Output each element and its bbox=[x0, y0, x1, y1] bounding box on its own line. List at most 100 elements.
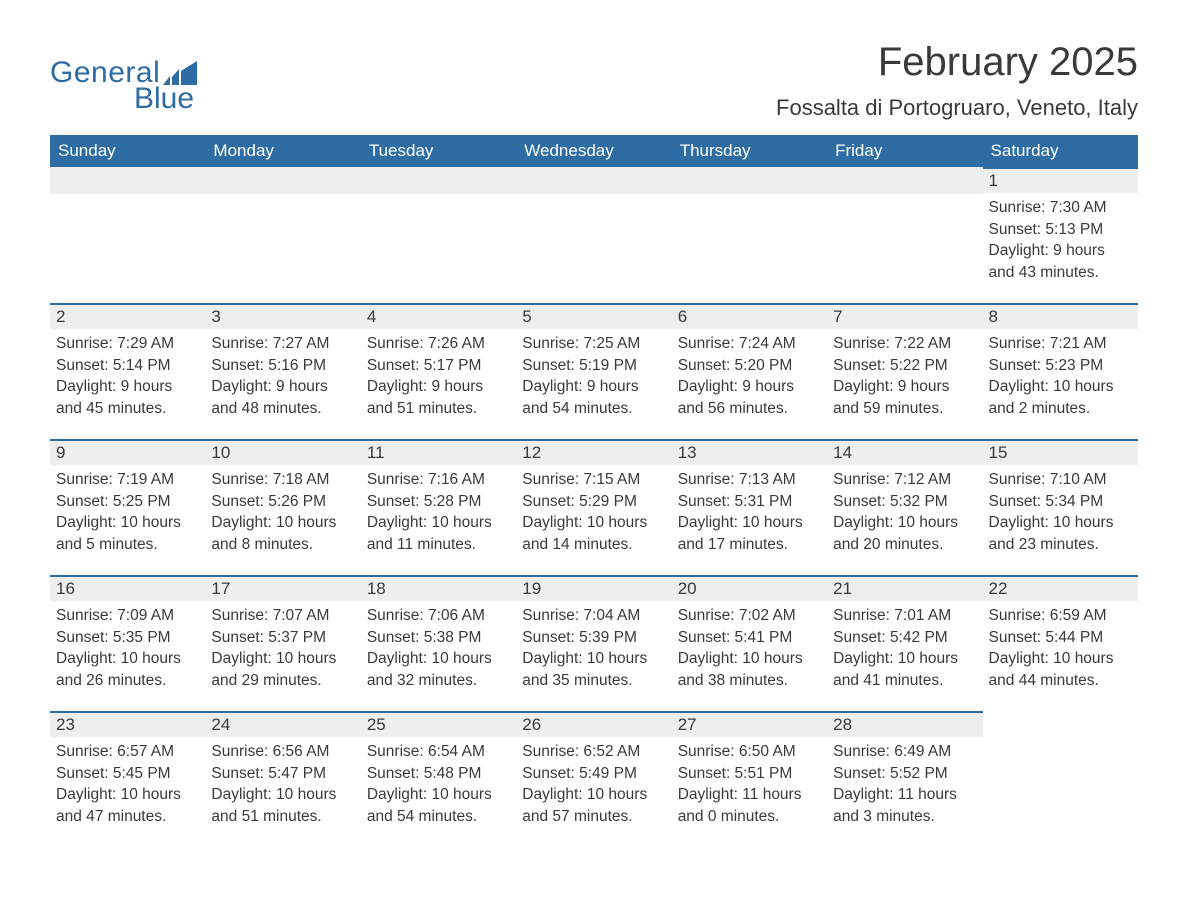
day-number-bar bbox=[672, 167, 827, 194]
sunrise-line: Sunrise: 7:30 AM bbox=[989, 197, 1132, 219]
day-cell: 14Sunrise: 7:12 AMSunset: 5:32 PMDayligh… bbox=[827, 439, 982, 569]
sunset-line: Sunset: 5:47 PM bbox=[211, 763, 354, 785]
day-number-bar bbox=[50, 167, 205, 194]
day-body: Sunrise: 7:30 AMSunset: 5:13 PMDaylight:… bbox=[983, 193, 1138, 284]
sunset-line: Sunset: 5:41 PM bbox=[678, 627, 821, 649]
sunrise-line: Sunrise: 7:02 AM bbox=[678, 605, 821, 627]
dow-cell: Thursday bbox=[672, 135, 827, 167]
daylight-line-2: and 23 minutes. bbox=[989, 534, 1132, 556]
daylight-line-2: and 41 minutes. bbox=[833, 670, 976, 692]
day-cell bbox=[361, 167, 516, 297]
sunrise-line: Sunrise: 6:59 AM bbox=[989, 605, 1132, 627]
day-cell: 28Sunrise: 6:49 AMSunset: 5:52 PMDayligh… bbox=[827, 711, 982, 841]
daylight-line-1: Daylight: 10 hours bbox=[833, 648, 976, 670]
daylight-line-1: Daylight: 10 hours bbox=[678, 648, 821, 670]
sunrise-line: Sunrise: 7:10 AM bbox=[989, 469, 1132, 491]
day-body: Sunrise: 7:22 AMSunset: 5:22 PMDaylight:… bbox=[827, 329, 982, 420]
daylight-line-1: Daylight: 10 hours bbox=[989, 512, 1132, 534]
day-number-bar: 7 bbox=[827, 303, 982, 329]
sunset-line: Sunset: 5:26 PM bbox=[211, 491, 354, 513]
daylight-line-2: and 56 minutes. bbox=[678, 398, 821, 420]
daylight-line-2: and 35 minutes. bbox=[522, 670, 665, 692]
location-subtitle: Fossalta di Portogruaro, Veneto, Italy bbox=[776, 95, 1138, 121]
day-number-bar: 6 bbox=[672, 303, 827, 329]
daylight-line-1: Daylight: 9 hours bbox=[522, 376, 665, 398]
calendar-table: SundayMondayTuesdayWednesdayThursdayFrid… bbox=[50, 135, 1138, 841]
day-body: Sunrise: 6:49 AMSunset: 5:52 PMDaylight:… bbox=[827, 737, 982, 828]
day-number-bar: 23 bbox=[50, 711, 205, 737]
daylight-line-1: Daylight: 10 hours bbox=[56, 648, 199, 670]
day-cell: 20Sunrise: 7:02 AMSunset: 5:41 PMDayligh… bbox=[672, 575, 827, 705]
day-cell: 3Sunrise: 7:27 AMSunset: 5:16 PMDaylight… bbox=[205, 303, 360, 433]
sunset-line: Sunset: 5:14 PM bbox=[56, 355, 199, 377]
daylight-line-2: and 43 minutes. bbox=[989, 262, 1132, 284]
sunset-line: Sunset: 5:23 PM bbox=[989, 355, 1132, 377]
day-number-bar bbox=[516, 167, 671, 194]
daylight-line-2: and 44 minutes. bbox=[989, 670, 1132, 692]
day-number-bar: 18 bbox=[361, 575, 516, 601]
day-cell: 16Sunrise: 7:09 AMSunset: 5:35 PMDayligh… bbox=[50, 575, 205, 705]
day-number-bar: 2 bbox=[50, 303, 205, 329]
sunset-line: Sunset: 5:13 PM bbox=[989, 219, 1132, 241]
day-number-bar bbox=[205, 167, 360, 194]
day-cell: 15Sunrise: 7:10 AMSunset: 5:34 PMDayligh… bbox=[983, 439, 1138, 569]
day-number-bar: 8 bbox=[983, 303, 1138, 329]
day-body: Sunrise: 7:07 AMSunset: 5:37 PMDaylight:… bbox=[205, 601, 360, 692]
daylight-line-1: Daylight: 10 hours bbox=[678, 512, 821, 534]
day-body: Sunrise: 6:52 AMSunset: 5:49 PMDaylight:… bbox=[516, 737, 671, 828]
day-body: Sunrise: 7:27 AMSunset: 5:16 PMDaylight:… bbox=[205, 329, 360, 420]
sunrise-line: Sunrise: 7:13 AM bbox=[678, 469, 821, 491]
sunrise-line: Sunrise: 7:27 AM bbox=[211, 333, 354, 355]
week-row: 23Sunrise: 6:57 AMSunset: 5:45 PMDayligh… bbox=[50, 711, 1138, 841]
daylight-line-1: Daylight: 9 hours bbox=[989, 240, 1132, 262]
sunrise-line: Sunrise: 7:24 AM bbox=[678, 333, 821, 355]
day-number-bar bbox=[361, 167, 516, 194]
day-cell: 22Sunrise: 6:59 AMSunset: 5:44 PMDayligh… bbox=[983, 575, 1138, 705]
dow-cell: Tuesday bbox=[361, 135, 516, 167]
day-cell bbox=[827, 167, 982, 297]
daylight-line-2: and 54 minutes. bbox=[522, 398, 665, 420]
daylight-line-1: Daylight: 9 hours bbox=[367, 376, 510, 398]
dow-cell: Friday bbox=[827, 135, 982, 167]
daylight-line-1: Daylight: 10 hours bbox=[989, 648, 1132, 670]
daylight-line-2: and 45 minutes. bbox=[56, 398, 199, 420]
sunset-line: Sunset: 5:39 PM bbox=[522, 627, 665, 649]
sunset-line: Sunset: 5:45 PM bbox=[56, 763, 199, 785]
daylight-line-1: Daylight: 10 hours bbox=[56, 512, 199, 534]
day-number-bar: 3 bbox=[205, 303, 360, 329]
day-number-bar: 16 bbox=[50, 575, 205, 601]
daylight-line-1: Daylight: 10 hours bbox=[367, 512, 510, 534]
day-number-bar: 13 bbox=[672, 439, 827, 465]
day-body: Sunrise: 7:15 AMSunset: 5:29 PMDaylight:… bbox=[516, 465, 671, 556]
header-region: General Blue February 2025 Fossalta di P… bbox=[50, 40, 1138, 121]
dow-cell: Sunday bbox=[50, 135, 205, 167]
daylight-line-2: and 51 minutes. bbox=[211, 806, 354, 828]
day-number-bar: 19 bbox=[516, 575, 671, 601]
day-body: Sunrise: 7:12 AMSunset: 5:32 PMDaylight:… bbox=[827, 465, 982, 556]
day-body: Sunrise: 7:26 AMSunset: 5:17 PMDaylight:… bbox=[361, 329, 516, 420]
day-cell: 24Sunrise: 6:56 AMSunset: 5:47 PMDayligh… bbox=[205, 711, 360, 841]
daylight-line-2: and 32 minutes. bbox=[367, 670, 510, 692]
daylight-line-2: and 14 minutes. bbox=[522, 534, 665, 556]
day-cell bbox=[50, 167, 205, 297]
week-row: 9Sunrise: 7:19 AMSunset: 5:25 PMDaylight… bbox=[50, 439, 1138, 569]
daylight-line-2: and 0 minutes. bbox=[678, 806, 821, 828]
sunrise-line: Sunrise: 6:56 AM bbox=[211, 741, 354, 763]
day-cell: 27Sunrise: 6:50 AMSunset: 5:51 PMDayligh… bbox=[672, 711, 827, 841]
sunrise-line: Sunrise: 6:49 AM bbox=[833, 741, 976, 763]
day-body: Sunrise: 7:21 AMSunset: 5:23 PMDaylight:… bbox=[983, 329, 1138, 420]
daylight-line-1: Daylight: 10 hours bbox=[367, 648, 510, 670]
daylight-line-2: and 54 minutes. bbox=[367, 806, 510, 828]
sunset-line: Sunset: 5:22 PM bbox=[833, 355, 976, 377]
day-number-bar: 9 bbox=[50, 439, 205, 465]
day-cell: 8Sunrise: 7:21 AMSunset: 5:23 PMDaylight… bbox=[983, 303, 1138, 433]
day-body: Sunrise: 7:19 AMSunset: 5:25 PMDaylight:… bbox=[50, 465, 205, 556]
day-number-bar: 10 bbox=[205, 439, 360, 465]
sunrise-line: Sunrise: 7:07 AM bbox=[211, 605, 354, 627]
week-row: 1Sunrise: 7:30 AMSunset: 5:13 PMDaylight… bbox=[50, 167, 1138, 297]
day-cell: 6Sunrise: 7:24 AMSunset: 5:20 PMDaylight… bbox=[672, 303, 827, 433]
sunrise-line: Sunrise: 6:57 AM bbox=[56, 741, 199, 763]
days-of-week-header: SundayMondayTuesdayWednesdayThursdayFrid… bbox=[50, 135, 1138, 167]
day-cell: 23Sunrise: 6:57 AMSunset: 5:45 PMDayligh… bbox=[50, 711, 205, 841]
sunrise-line: Sunrise: 7:21 AM bbox=[989, 333, 1132, 355]
